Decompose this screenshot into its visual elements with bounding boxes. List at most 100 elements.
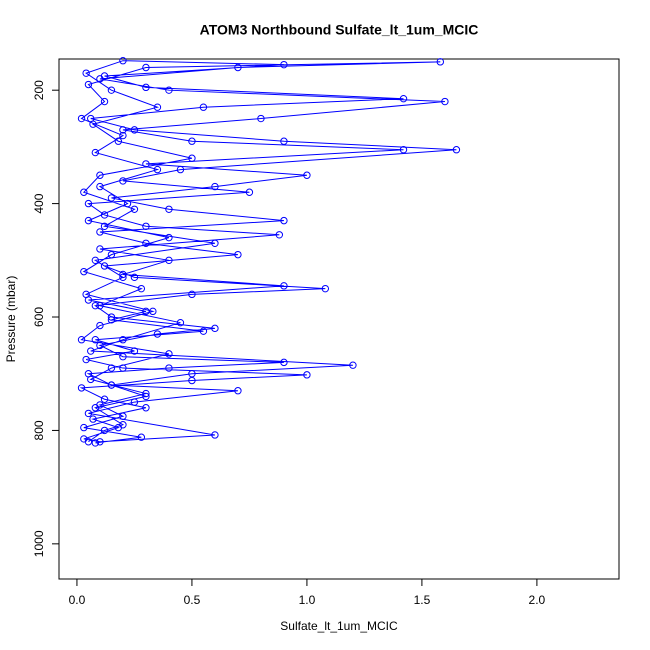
- data-point: [399, 94, 408, 103]
- data-point: [77, 335, 86, 344]
- data-point: [130, 347, 139, 355]
- data-point: [165, 350, 173, 358]
- chart-title: ATOM3 Northbound Sulfate_lt_1um_MCIC: [200, 22, 479, 38]
- data-point: [91, 148, 100, 157]
- data-point: [130, 398, 139, 406]
- data-point: [211, 324, 219, 333]
- data-point: [211, 239, 219, 247]
- data-point: [87, 375, 95, 384]
- data-point: [188, 137, 196, 145]
- data-point: [100, 426, 109, 435]
- data-point: [100, 72, 109, 80]
- data-point: [275, 231, 284, 239]
- data-point: [82, 69, 90, 77]
- y-axis-label: Pressure (mbar): [4, 276, 18, 363]
- data-point: [349, 361, 357, 369]
- data-point: [211, 182, 219, 191]
- data-point: [137, 433, 146, 441]
- y-tick-label: 800: [32, 420, 46, 440]
- data-point: [257, 114, 265, 123]
- data-point: [165, 205, 173, 213]
- data-point: [436, 58, 445, 66]
- data-point: [84, 80, 93, 89]
- x-tick-label: 0.0: [69, 593, 86, 607]
- data-point: [165, 233, 173, 242]
- data-point: [149, 307, 157, 316]
- data-point: [119, 131, 127, 140]
- x-tick-label: 1.5: [414, 593, 431, 607]
- data-point: [114, 137, 123, 145]
- data-point: [165, 256, 173, 265]
- data-point: [119, 177, 127, 185]
- data-point: [84, 216, 93, 225]
- data-point: [107, 364, 116, 372]
- data-point: [399, 146, 408, 154]
- data-point: [107, 194, 116, 202]
- data-point: [153, 330, 162, 338]
- data-point: [280, 137, 288, 145]
- data-point: [280, 60, 288, 69]
- data-point: [441, 97, 449, 106]
- data-point: [165, 364, 173, 372]
- data-point: [100, 395, 109, 403]
- data-point: [107, 250, 116, 259]
- data-point: [84, 199, 93, 208]
- data-point: [280, 358, 288, 367]
- data-point: [165, 86, 173, 94]
- data-point: [119, 273, 127, 282]
- data-point: [107, 86, 116, 94]
- data-point: [119, 353, 127, 361]
- data-point: [119, 126, 127, 134]
- data-point: [123, 199, 132, 208]
- data-point: [114, 423, 123, 432]
- data-point: [107, 313, 116, 321]
- data-point: [280, 282, 288, 290]
- data-point: [96, 228, 104, 236]
- data-point: [84, 409, 93, 418]
- data-point: [153, 165, 162, 174]
- data-point: [142, 83, 150, 92]
- data-point: [245, 188, 254, 196]
- data-point: [119, 412, 127, 420]
- x-tick-label: 2.0: [529, 593, 546, 607]
- y-tick-label: 1000: [32, 530, 46, 557]
- data-point: [130, 273, 139, 282]
- data-point: [176, 318, 185, 327]
- data-point: [80, 188, 88, 196]
- data-point: [452, 146, 461, 154]
- data-point: [142, 404, 150, 412]
- data-point: [77, 114, 86, 123]
- data-point: [100, 222, 109, 230]
- data-point: [96, 438, 104, 446]
- data-point: [234, 63, 242, 72]
- data-point: [188, 376, 196, 385]
- data-point: [280, 216, 288, 225]
- data-point: [96, 245, 104, 253]
- data-point: [199, 103, 208, 111]
- data-point: [199, 327, 208, 335]
- data-point: [96, 401, 104, 409]
- data-point: [137, 284, 146, 293]
- x-tick-label: 0.5: [184, 593, 201, 607]
- data-point: [176, 165, 185, 174]
- data-point: [96, 182, 104, 191]
- data-point: [234, 250, 242, 259]
- y-tick-label: 400: [32, 193, 46, 213]
- data-point: [303, 371, 311, 379]
- data-point: [100, 97, 109, 106]
- data-point: [142, 389, 150, 398]
- data-point: [211, 431, 219, 439]
- data-point: [80, 435, 88, 443]
- data-point: [96, 341, 104, 350]
- data-point: [87, 347, 95, 355]
- x-axis-label: Sulfate_lt_1um_MCIC: [280, 619, 398, 633]
- data-point: [80, 423, 88, 432]
- data-point: [119, 57, 127, 65]
- data-point: [321, 284, 330, 293]
- data-point: [142, 63, 150, 72]
- data-point: [130, 126, 139, 134]
- data-point: [77, 384, 86, 392]
- data-point: [80, 267, 88, 276]
